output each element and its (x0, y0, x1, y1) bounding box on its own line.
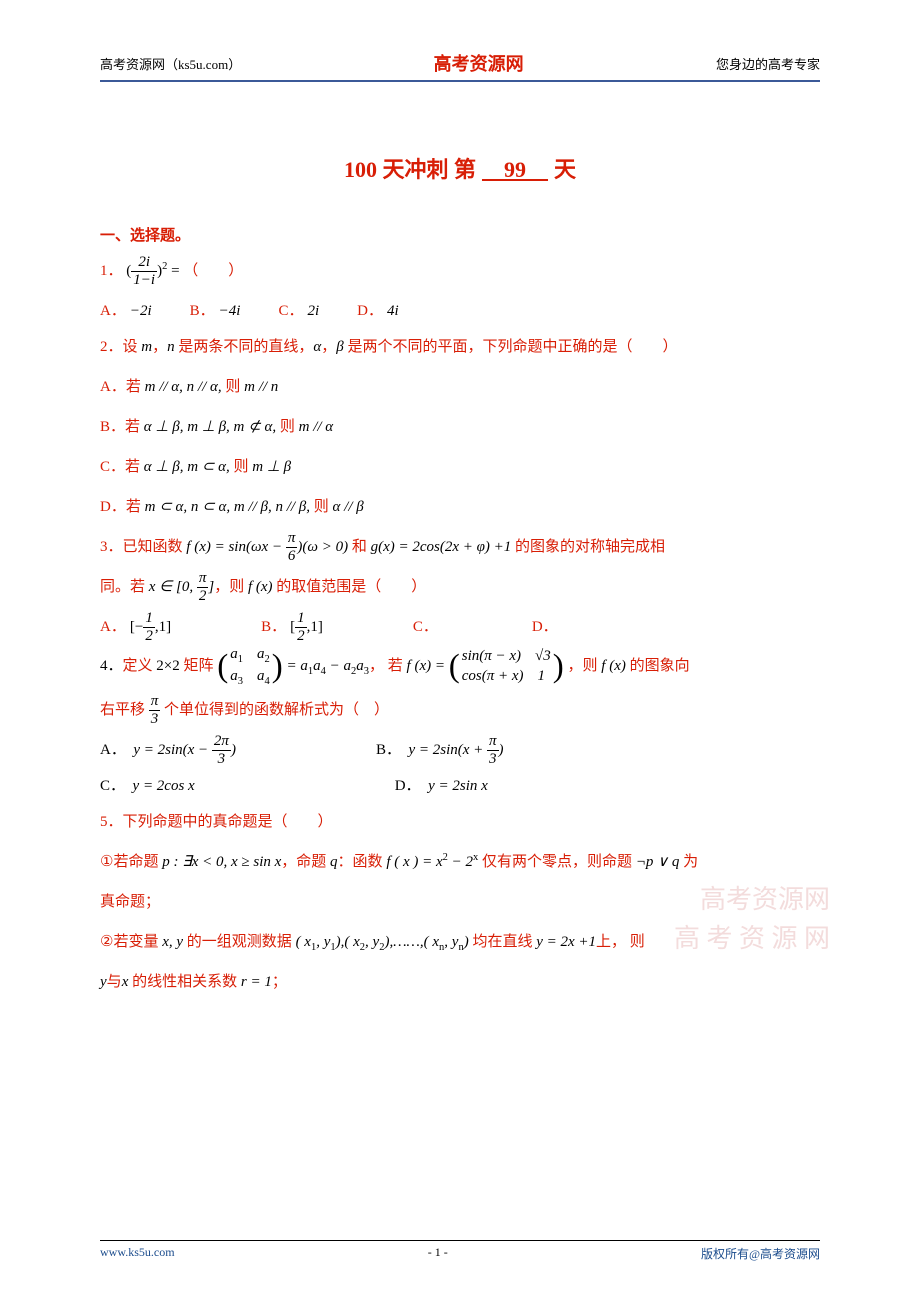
page-number: - 1 - (428, 1245, 448, 1262)
q2-number: 2． (100, 339, 123, 355)
q1-blank: （ ） (183, 263, 243, 279)
footer-copyright: 版权所有@高考资源网 (701, 1245, 820, 1262)
title-day-number: 99 (476, 157, 554, 182)
title-suffix: 天 (554, 157, 576, 182)
q2-option-b: B．若 α ⊥ β, m ⊥ β, m ⊄ α, 则 m // α (100, 409, 820, 445)
q5-statement-2: ②若变量 x, y 的一组观测数据 ( x1, y1),( x2, y2),……… (100, 924, 820, 960)
page-title: 100 天冲刺 第 99 天 (100, 152, 820, 184)
q1-option-d: D．4i (357, 293, 399, 329)
q5-statement-2b: y与x 的线性相关系数 r = 1； (100, 964, 820, 1000)
q1-option-b: B．−4i (190, 293, 241, 329)
q1-fraction: 2i1−i (131, 255, 157, 288)
q3-option-a: A．[−12,1] (100, 609, 171, 645)
q4-matrix-fx: sin(π − x)√3cos(π + x)1 (462, 647, 551, 686)
question-1: 1． (2i1−i)2 = （ ） A．−2i B．−4i C．2i D．4i (100, 253, 820, 329)
q4-option-a: A． y = 2sin(x − 2π3) (100, 732, 236, 768)
q5-number: 5． (100, 814, 123, 830)
page-header: 高考资源网（ks5u.com） 高考资源网 您身边的高考专家 (100, 50, 820, 82)
q2-option-d: D．若 m ⊂ α, n ⊂ α, m // β, n // β, 则 α //… (100, 489, 820, 525)
q1-option-c: C．2i (278, 293, 319, 329)
question-3: 3．已知函数 f (x) = sin(ωx − π6)(ω > 0) 和 g(x… (100, 529, 820, 645)
question-2: 2．设 m，n 是两条不同的直线，α，β 是两个不同的平面，下列命题中正确的是（… (100, 329, 820, 525)
q1-option-a: A．−2i (100, 293, 152, 329)
q4-number: 4． (100, 658, 123, 674)
page-footer: www.ks5u.com - 1 - 版权所有@高考资源网 (100, 1240, 820, 1262)
q2-option-c: C．若 α ⊥ β, m ⊂ α, 则 m ⊥ β (100, 449, 820, 485)
title-prefix: 100 天冲刺 第 (344, 157, 476, 182)
q4-option-b: B． y = 2sin(x + π3) (376, 732, 504, 768)
q4-option-c: C． y = 2cos x (100, 768, 195, 804)
q5-statement-1: ①若命题 p : ∃x < 0, x ≥ sin x，命题 q：函数 f ( x… (100, 844, 820, 880)
header-left: 高考资源网（ks5u.com） (100, 54, 241, 73)
header-center-logo: 高考资源网 (434, 50, 524, 76)
q3-option-d: D． (532, 609, 562, 645)
q4-option-d: D． y = 2sin x (395, 768, 488, 804)
q3-number: 3． (100, 539, 123, 555)
q1-equals: = (167, 263, 183, 279)
q4-matrix-def: a1a2a3a4 (230, 645, 270, 688)
q3-option-c: C． (413, 609, 442, 645)
section-heading: 一、选择题。 (100, 224, 820, 245)
question-5: 5．下列命题中的真命题是（ ） ①若命题 p : ∃x < 0, x ≥ sin… (100, 804, 820, 1000)
question-4: 4．定义 2×2 矩阵 (a1a2a3a4) = a1a4 − a2a3， 若 … (100, 645, 820, 804)
header-right: 您身边的高考专家 (716, 54, 820, 73)
q1-number: 1． (100, 263, 123, 279)
q2-option-a: A．若 m // α, n // α, 则 m // n (100, 369, 820, 405)
q3-option-b: B．[12,1] (261, 609, 323, 645)
footer-url: www.ks5u.com (100, 1245, 175, 1262)
q5-statement-1b: 真命题； (100, 884, 820, 920)
